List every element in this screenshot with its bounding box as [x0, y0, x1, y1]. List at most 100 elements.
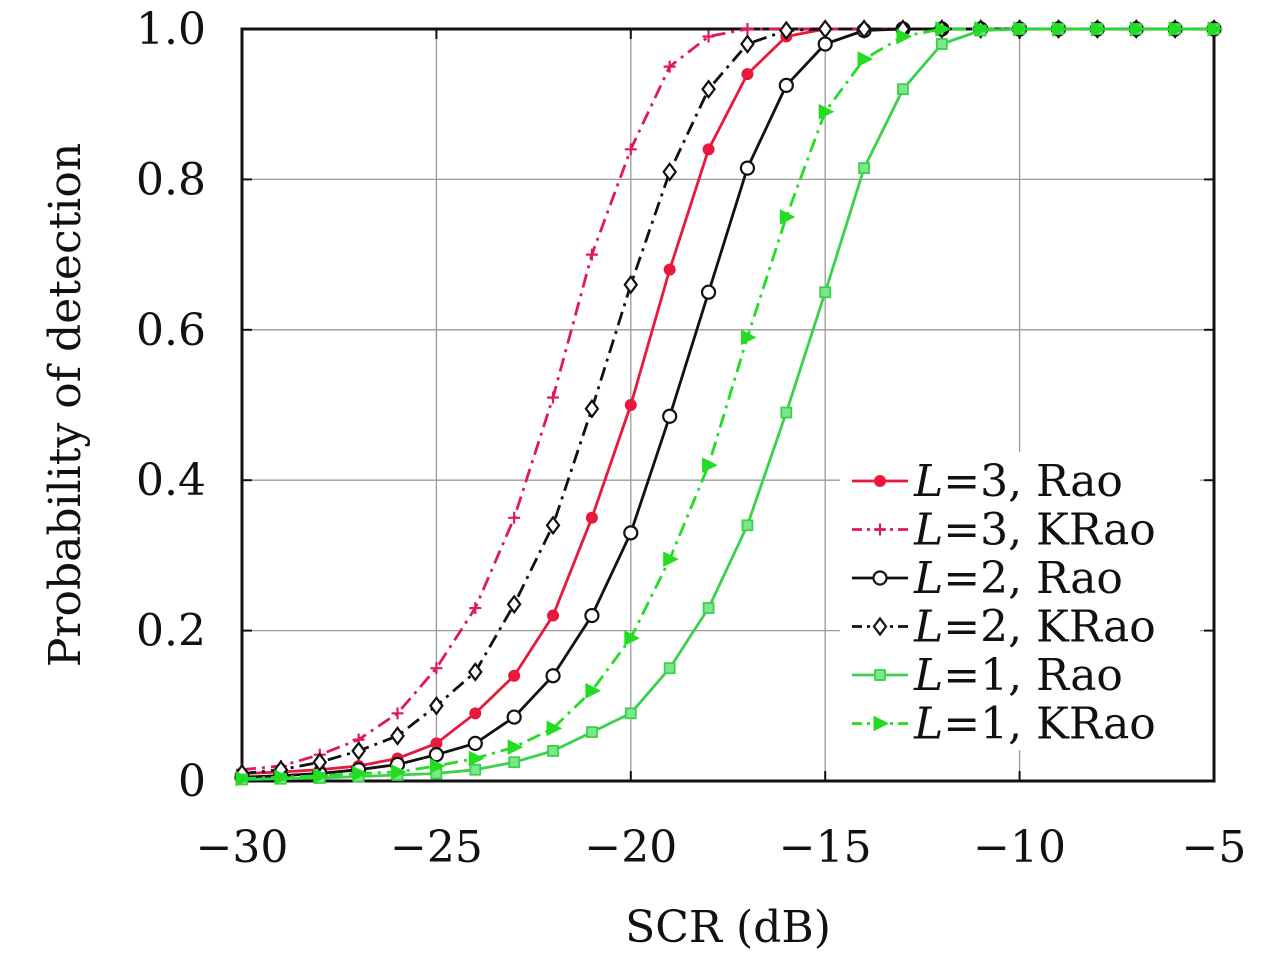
- legend-label: L=1, Rao: [913, 650, 1123, 701]
- legend-marker: [874, 475, 886, 487]
- legend-variable: L: [913, 650, 943, 701]
- data-point: [508, 511, 521, 524]
- data-point: [739, 160, 756, 176]
- data-point: [429, 758, 446, 774]
- data-point: [467, 662, 483, 682]
- x-tick-label: −15: [779, 822, 872, 873]
- data-point: [623, 274, 639, 295]
- data-point: [741, 519, 754, 532]
- data-point: [700, 284, 717, 300]
- data-point: [469, 602, 482, 615]
- data-point: [702, 143, 715, 156]
- legend-background: [840, 452, 1200, 750]
- series-l-1-krao: [235, 21, 1224, 787]
- legend-entry: L=2, Rao: [852, 553, 1123, 604]
- data-point: [391, 707, 404, 720]
- data-point: [623, 525, 639, 541]
- data-point: [351, 741, 367, 761]
- data-point: [856, 19, 872, 39]
- x-tick-labels: −30 −25 −20 −15 −10 −5: [196, 822, 1247, 873]
- legend-marker: [872, 616, 888, 637]
- data-point: [663, 662, 676, 675]
- data-point: [780, 406, 793, 419]
- legend-variable: L: [913, 602, 943, 653]
- legend-label: L=1, KRao: [913, 699, 1156, 750]
- legend-variable: L: [913, 699, 943, 750]
- data-point: [506, 709, 522, 725]
- x-tick-label: −30: [196, 822, 289, 873]
- y-tick-label: 0.6: [136, 305, 206, 356]
- legend-label: L=3, Rao: [913, 456, 1123, 507]
- legend-text: =1, KRao: [943, 699, 1156, 750]
- legend-variable: L: [913, 456, 943, 507]
- data-point: [546, 720, 563, 737]
- data-point: [663, 263, 676, 276]
- data-point: [896, 28, 913, 45]
- data-point: [1207, 21, 1224, 37]
- data-point: [547, 609, 560, 622]
- data-point: [897, 83, 909, 96]
- data-point: [858, 162, 870, 175]
- data-point: [469, 707, 482, 720]
- data-point: [390, 726, 405, 746]
- data-point: [313, 767, 329, 784]
- y-axis-title: Probability of detection: [40, 143, 91, 667]
- data-point: [429, 695, 444, 716]
- axis-ticks: [241, 28, 1215, 782]
- data-point: [702, 457, 718, 473]
- legend-text: =2, Rao: [943, 553, 1123, 604]
- data-point: [584, 398, 600, 419]
- data-point: [663, 60, 676, 73]
- legend-text: =2, KRao: [943, 602, 1156, 653]
- data-point: [508, 756, 521, 769]
- data-point: [1168, 21, 1185, 37]
- data-point: [624, 399, 637, 411]
- x-tick-label: −5: [1182, 822, 1247, 873]
- data-point: [935, 21, 951, 37]
- legend-entry: L=2, KRao: [852, 602, 1156, 653]
- legend-text: =1, Rao: [943, 650, 1123, 701]
- legend-marker: [872, 570, 888, 586]
- data-point: [741, 68, 754, 81]
- y-tick-label: 1.0: [136, 4, 206, 55]
- data-point: [547, 745, 559, 757]
- legend-entry: L=3, KRao: [852, 505, 1156, 556]
- x-tick-label: −10: [973, 822, 1066, 873]
- data-point: [740, 329, 757, 346]
- data-point: [662, 408, 678, 424]
- data-point: [506, 594, 522, 615]
- data-point: [817, 19, 833, 39]
- legend-label: L=3, KRao: [913, 505, 1156, 556]
- data-point: [974, 21, 990, 37]
- x-tick-label: −20: [584, 822, 677, 873]
- data-point: [469, 763, 482, 776]
- plot-area-frame: [240, 27, 1216, 783]
- data-point: [817, 36, 833, 52]
- data-point: [740, 34, 755, 54]
- data-point: [430, 662, 443, 675]
- data-point: [584, 607, 600, 624]
- x-axis-title: SCR (dB): [625, 902, 831, 953]
- data-point: [508, 669, 521, 682]
- data-point: [818, 103, 835, 120]
- data-point: [1051, 21, 1068, 37]
- data-point: [701, 79, 716, 99]
- legend-text: =3, Rao: [943, 456, 1123, 507]
- y-tick-label: 0.4: [136, 455, 206, 506]
- data-point: [352, 765, 368, 782]
- data-point: [274, 769, 290, 786]
- data-point: [545, 515, 561, 536]
- data-point: [547, 391, 560, 404]
- data-point: [624, 143, 637, 156]
- y-tick-label: 0.2: [136, 606, 206, 657]
- data-point: [624, 630, 640, 646]
- data-point: [585, 248, 598, 261]
- legend-text: =3, KRao: [943, 505, 1156, 556]
- legend-label: L=2, KRao: [913, 602, 1156, 653]
- data-point: [662, 162, 678, 182]
- data-point: [935, 38, 948, 50]
- data-point: [1013, 21, 1029, 37]
- data-point: [778, 77, 794, 94]
